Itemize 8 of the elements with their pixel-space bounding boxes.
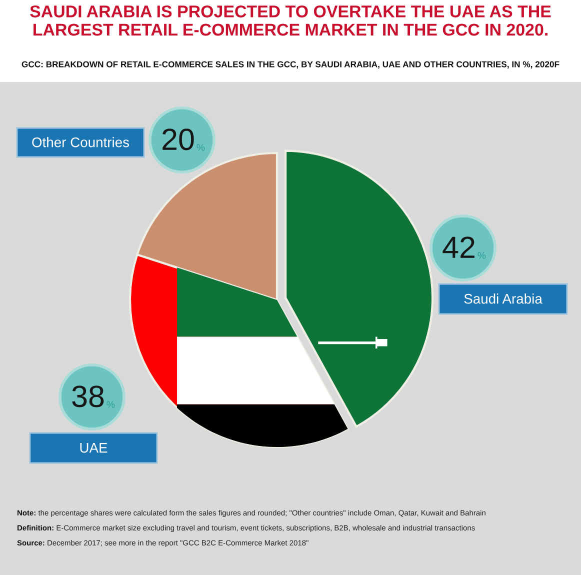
data-label: 42% xyxy=(442,236,486,259)
data-label: 38% xyxy=(72,386,115,408)
slice-label: UAE xyxy=(80,443,108,453)
chart-title: SAUDI ARABIA IS PROJECTED TO OVERTAKE THE UAE AS THE LARGEST RETAIL E-COMMERCE MARKET IN THE GCC IN 2020. xyxy=(30,5,551,36)
slice-label: Other Countries xyxy=(32,137,130,148)
chart-subtitle: GCC: BREAKDOWN OF RETAIL E-COMMERCE SALES IN THE GCC, BY SAUDI ARABIA, UAE AND OTHER COUNTRIES, IN %, 2020F xyxy=(22,61,560,69)
slice-label: Saudi Arabia xyxy=(464,294,542,304)
data-label: 20% xyxy=(162,128,205,151)
